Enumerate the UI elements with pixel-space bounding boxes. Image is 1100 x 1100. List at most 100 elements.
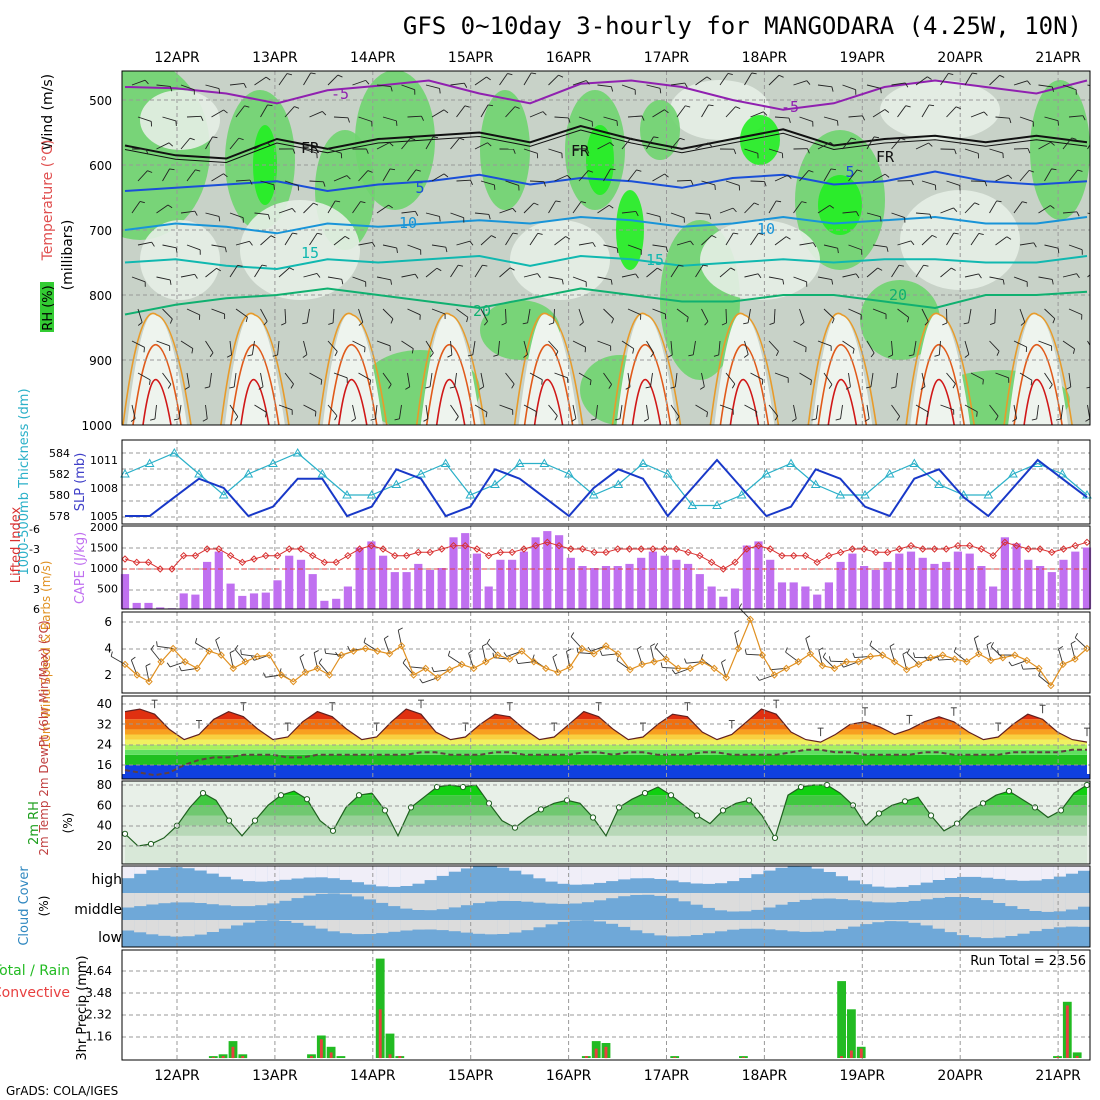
- thickness-point: [366, 489, 377, 499]
- rh-point: [147, 840, 155, 848]
- wind-barb-10m: [263, 672, 266, 678]
- thickness-point: [342, 489, 352, 499]
- wind-barb: [303, 72, 312, 86]
- wind-barb: [690, 240, 694, 246]
- wind-barb: [260, 372, 264, 387]
- cloud-gap: [339, 893, 352, 895]
- wind-barb: [439, 216, 441, 222]
- cloud-gap: [557, 866, 570, 884]
- wind-barb: [281, 322, 286, 326]
- wind-barb: [817, 340, 832, 347]
- wind-barb: [175, 247, 178, 253]
- thickness-point: [539, 458, 550, 467]
- panel-frame: [121, 611, 1091, 694]
- wind-speed-point: [963, 658, 971, 666]
- wind-barb: [572, 404, 577, 419]
- warm-bump: [714, 313, 775, 425]
- wind-barb: [548, 74, 559, 86]
- cloud-gap: [424, 866, 437, 881]
- cape-bar: [132, 602, 141, 609]
- cloud-gap: [751, 893, 764, 910]
- wind-speed-line: [124, 617, 1088, 687]
- cloud-gap: [642, 920, 655, 934]
- contour-label: 10: [399, 214, 417, 232]
- thickness-point: [564, 468, 574, 478]
- cape-bar: [860, 566, 869, 609]
- precip-convective-bar: [1075, 1056, 1079, 1058]
- wind-barb: [946, 232, 955, 246]
- wind-speed-point: [698, 658, 706, 666]
- wind-barb: [156, 276, 171, 281]
- rh-line: [124, 784, 1088, 847]
- wind-barb: [913, 340, 917, 355]
- wind-barb: [216, 267, 222, 272]
- date-label-bottom: 16APR: [546, 1068, 592, 1084]
- li-point: [872, 548, 880, 557]
- wind-barb: [251, 340, 255, 355]
- precip-total-bar: [385, 1033, 395, 1058]
- cape-bar: [273, 580, 282, 609]
- cloud-gap: [896, 893, 909, 902]
- wind-barb: [131, 404, 136, 419]
- wind-barb: [676, 179, 692, 182]
- date-labels-top: 12APR 13APR 14APR 15APR 16APR 17APR 18APR 19APR…: [154, 50, 1081, 66]
- wind-barb: [578, 372, 592, 381]
- wind-barb: [450, 264, 459, 278]
- cloud-gap: [714, 893, 728, 911]
- precip-convective-bar: [849, 1050, 853, 1058]
- date-label-bottom: 15APR: [448, 1068, 494, 1084]
- wind-barb: [529, 233, 539, 246]
- wind-barb-10m: [785, 651, 799, 663]
- wind-speed-point: [590, 650, 598, 658]
- cape-bar: [285, 555, 294, 609]
- wind-barb: [791, 418, 797, 422]
- wind-barb: [401, 273, 416, 278]
- wind-barb: [831, 318, 835, 324]
- wind-barb: [358, 170, 369, 182]
- wind-barb: [611, 318, 614, 324]
- li-point: [789, 551, 798, 560]
- wind-barb: [884, 109, 890, 113]
- wind-barb: [891, 138, 901, 150]
- temp-tick-label: 24: [97, 738, 112, 752]
- wind-barb: [398, 404, 402, 419]
- wind-speed-point: [999, 654, 1007, 662]
- wind-barb: [205, 340, 214, 354]
- temp-band: [125, 709, 1087, 720]
- cloud-gap: [533, 893, 546, 903]
- cloud-gap: [509, 920, 522, 933]
- wind-barb: [1068, 169, 1079, 182]
- li-point: [1083, 538, 1091, 547]
- wind-barb: [376, 276, 391, 281]
- cloud-gap: [472, 920, 486, 934]
- precip-legend-convective: Convective: [0, 985, 70, 1001]
- cloud-gap: [727, 893, 740, 912]
- wind-barb: [999, 74, 1005, 78]
- wind-barb: [719, 267, 731, 278]
- wind-barb: [725, 232, 734, 246]
- wind-barb: [989, 322, 995, 326]
- wind-speed-point: [1035, 664, 1043, 673]
- wind-barb: [333, 236, 346, 246]
- cloud-gap: [376, 893, 389, 903]
- wind-barb: [479, 386, 484, 390]
- wind-barb: [382, 372, 392, 385]
- thickness-point: [884, 468, 895, 478]
- cape-bar: [343, 586, 352, 609]
- wind-barb: [810, 380, 812, 386]
- isotherm-30: [817, 344, 868, 425]
- cloud-gap: [424, 893, 437, 911]
- thickness-point: [736, 489, 747, 499]
- wind-barb: [996, 350, 1000, 356]
- wind-barb: [650, 372, 653, 387]
- wind-barb: [641, 115, 645, 121]
- li-point: [320, 558, 329, 567]
- wind-barb: [194, 274, 198, 279]
- wind-barb: [505, 106, 516, 118]
- wind-barb: [995, 415, 999, 421]
- isotherm-line: [124, 287, 1088, 316]
- wind-barb: [131, 79, 146, 86]
- warm-bump: [518, 313, 579, 425]
- cloud-gap: [944, 893, 957, 897]
- cloud-gap: [170, 920, 183, 937]
